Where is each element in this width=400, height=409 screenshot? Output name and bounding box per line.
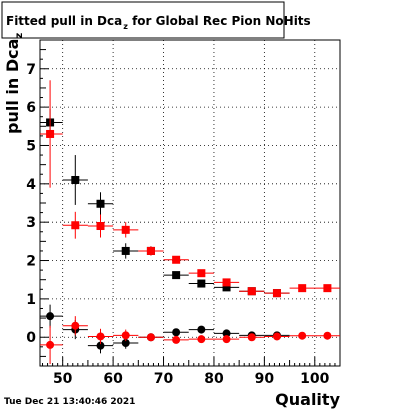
plot-frame xyxy=(39,39,341,367)
y-tick-label: 1 xyxy=(26,292,36,308)
y-tick-label: 4 xyxy=(26,177,36,193)
square-marker xyxy=(71,221,80,230)
circle-marker xyxy=(46,340,55,349)
circle-marker xyxy=(323,331,332,340)
x-tick-label: 90 xyxy=(255,371,275,387)
square-marker xyxy=(96,199,105,208)
x-tick-label: 70 xyxy=(154,371,174,387)
grid-lines xyxy=(40,40,340,366)
square-marker xyxy=(272,289,281,298)
data-markers xyxy=(40,80,340,365)
y-axis-label: pull in Dcaz xyxy=(3,33,25,134)
circle-marker xyxy=(96,332,105,341)
circle-marker xyxy=(247,333,256,342)
circle-marker xyxy=(96,341,105,350)
square-marker xyxy=(96,222,105,231)
circle-marker xyxy=(197,325,206,334)
square-marker xyxy=(172,271,181,280)
circle-marker xyxy=(121,338,130,347)
y-tick-label: 2 xyxy=(26,254,36,270)
square-marker xyxy=(197,269,206,278)
square-marker xyxy=(298,284,307,293)
circle-marker xyxy=(197,335,206,344)
y-tick-label: 6 xyxy=(26,100,36,116)
axis-ticks xyxy=(40,39,341,367)
x-axis-label: Quality xyxy=(275,390,340,409)
x-tick-label: 60 xyxy=(103,371,123,387)
x-tick-label: 80 xyxy=(204,371,224,387)
timestamp: Tue Dec 21 13:40:46 2021 xyxy=(4,397,135,407)
square-marker xyxy=(247,287,256,296)
square-marker xyxy=(323,284,332,293)
circle-marker xyxy=(121,331,130,340)
y-tick-label: 3 xyxy=(26,215,36,231)
y-axis-label-subscript: z xyxy=(14,33,25,39)
square-marker xyxy=(197,279,206,288)
y-tick-label: 7 xyxy=(26,62,36,78)
square-marker xyxy=(121,225,130,234)
y-tick-label: 0 xyxy=(26,330,36,346)
x-tick-label: 100 xyxy=(300,371,329,387)
circle-marker xyxy=(46,312,55,321)
circle-marker xyxy=(172,328,181,337)
circle-marker xyxy=(146,333,155,342)
y-tick-label: 5 xyxy=(26,138,36,154)
square-marker xyxy=(46,129,55,138)
tick-labels: 50 60 70 80 90 100 0 1 2 3 4 5 6 7 xyxy=(26,62,329,387)
square-marker xyxy=(121,246,130,255)
circle-marker xyxy=(172,335,181,344)
chart-title-rest: for Global Rec Pion NoHits xyxy=(128,14,311,28)
square-marker xyxy=(71,175,80,184)
svg-text:Fitted pull in Dcaz for Global: Fitted pull in Dcaz for Global Rec Pion … xyxy=(6,14,311,31)
square-marker xyxy=(222,278,231,287)
title-box: Fitted pull in Dcaz for Global Rec Pion … xyxy=(1,1,311,39)
circle-marker xyxy=(272,332,281,341)
circle-marker xyxy=(298,331,307,340)
circle-marker xyxy=(222,329,231,338)
square-marker xyxy=(146,246,155,255)
x-tick-label: 50 xyxy=(53,371,73,387)
chart-title: Fitted pull in Dca xyxy=(6,14,122,28)
y-axis-label-main: pull in Dca xyxy=(3,39,22,134)
chart-title-subscript: z xyxy=(123,22,128,31)
square-marker xyxy=(172,255,181,264)
circle-marker xyxy=(71,321,80,330)
square-marker xyxy=(222,283,231,292)
circle-marker xyxy=(222,335,231,344)
